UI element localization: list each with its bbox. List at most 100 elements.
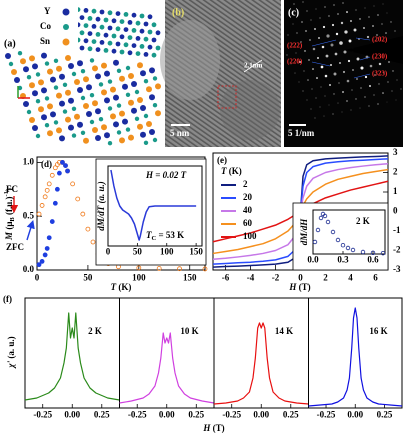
x-tick-label: -0.25 <box>317 410 336 420</box>
data-point <box>42 252 48 258</box>
x-tick-label: 50 <box>83 273 93 283</box>
data-point <box>370 250 376 255</box>
spot-label: (220) <box>287 58 303 66</box>
data-point <box>46 181 52 187</box>
x-tick-label: 0.25 <box>94 410 110 420</box>
y-tick-label: -1 <box>393 225 401 235</box>
panel-label: (e) <box>217 155 227 165</box>
data-point <box>49 219 55 224</box>
x-tick-label: -0.25 <box>128 410 147 420</box>
data-point <box>90 239 96 245</box>
legend-label: Y <box>44 6 51 16</box>
annotation-part: = 53 K <box>156 230 184 240</box>
annotation: 16 K <box>369 326 387 336</box>
x-tick-label: 150 <box>189 247 203 257</box>
x-tick-label: 0.6 <box>367 255 379 265</box>
data-point <box>39 258 45 264</box>
data-point <box>75 196 81 202</box>
y-axis-label-part: (f.u.) <box>4 196 14 217</box>
series-label: FC <box>6 184 18 194</box>
data-point <box>335 237 341 243</box>
legend-label: 60 <box>243 218 253 228</box>
y-axis-label-part: B <box>9 217 16 222</box>
data-line <box>308 307 403 407</box>
diffraction-image: (c) (222) (220) (202) (230) (323) 5 1/nm <box>284 0 403 147</box>
legend-label: 2 <box>243 179 248 189</box>
legend-title: T (K) <box>221 166 242 176</box>
data-point <box>322 213 328 219</box>
x-tick-label: -0.25 <box>33 410 52 420</box>
scale-label: 5 1/nm <box>288 128 315 138</box>
data-point <box>330 229 336 235</box>
data-point <box>136 265 142 271</box>
x-tick-label: -6 <box>222 273 230 283</box>
y-axis-label-part: M <box>4 231 14 241</box>
y-tick-label: -2 <box>393 245 401 255</box>
measure-label: 2.1nm <box>244 62 263 70</box>
legend-label: 20 <box>243 192 253 202</box>
annotation-part: C <box>152 235 157 242</box>
tem-image: (b) 2.1nm 5 nm <box>160 0 281 147</box>
plot-frame <box>107 165 203 247</box>
data-point <box>46 235 52 241</box>
legend-title-part: T <box>221 166 227 176</box>
x-tick-label: 0 <box>106 247 111 257</box>
panel-label: (a) <box>4 38 16 49</box>
data-point <box>177 266 182 272</box>
y-axis-label-part: χ' <box>6 360 16 369</box>
annotation: 2 K <box>88 326 102 336</box>
data-line <box>24 312 120 401</box>
x-axis-label-part: (T) <box>210 423 224 433</box>
x-tick-label: 0.00 <box>253 410 269 420</box>
y-axis-label: dM/dT (a. u.) <box>96 181 106 231</box>
y-tick-label: 0.5 <box>23 210 35 220</box>
x-axis-label-part: T <box>111 282 117 292</box>
spot-label: (222) <box>287 42 303 50</box>
x-tick-label: -0.25 <box>222 410 241 420</box>
y-axis-label: M (μB (f.u.)-1) <box>3 188 16 241</box>
x-axis-label-part: H <box>288 282 297 292</box>
panel-label: (d) <box>41 159 52 169</box>
x-tick-label: 0.25 <box>188 410 204 420</box>
y-axis-label-part: -1 <box>3 191 10 196</box>
annotation: 2 K <box>356 216 370 226</box>
data-point <box>39 203 45 208</box>
y-tick-label: 0.0 <box>23 264 35 274</box>
data-point <box>63 163 68 169</box>
data-point <box>52 200 58 206</box>
annotation-part: T <box>146 230 152 240</box>
data-point <box>60 159 65 165</box>
x-tick-label: 100 <box>160 247 174 257</box>
data-point <box>36 262 42 268</box>
inset-box <box>95 158 207 266</box>
x-tick-label: 0.00 <box>64 410 80 420</box>
y-tick-label: 3 <box>393 147 398 157</box>
x-tick-label: 4 <box>348 273 353 283</box>
x-tick-label: -2 <box>272 273 280 283</box>
x-axis-label: T (K) <box>111 282 132 292</box>
data-point <box>312 239 318 245</box>
y-tick-label: -3 <box>393 264 401 274</box>
annotation: H = 0.02 T <box>145 170 187 180</box>
y-axis-label-part: (μ <box>4 222 14 232</box>
x-axis-label-part: H <box>202 423 211 433</box>
panel-label: (b) <box>172 7 184 18</box>
data-point <box>42 194 48 200</box>
data-line <box>213 322 309 405</box>
x-tick-label: 150 <box>183 273 197 283</box>
data-point <box>57 170 62 176</box>
y-axis-label: dM/dH <box>299 218 309 246</box>
data-point <box>44 246 50 251</box>
series-label: ZFC <box>6 242 24 252</box>
data-point <box>380 250 386 256</box>
data-point <box>202 266 208 272</box>
panel-label: (c) <box>288 7 299 18</box>
data-point <box>65 168 70 174</box>
annotation: 10 K <box>180 326 198 336</box>
x-tick-label: 0 <box>35 273 40 283</box>
data-line <box>110 169 197 241</box>
y-tick-label: 1 <box>393 186 398 196</box>
spot-label: (323) <box>372 70 388 78</box>
y-tick-label: 1.0 <box>23 156 35 166</box>
data-point <box>325 219 331 225</box>
